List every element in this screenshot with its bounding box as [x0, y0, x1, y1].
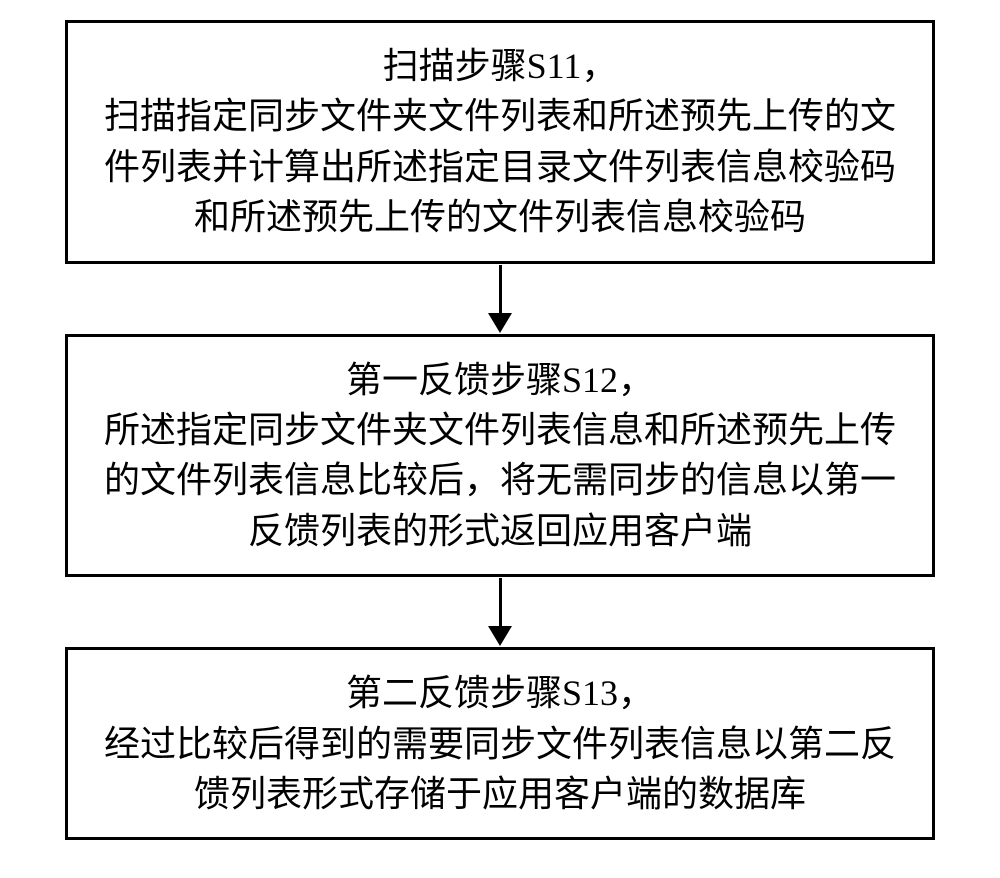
step-content: 经过比较后得到的需要同步文件列表信息以第二反馈列表形式存储于应用客户端的数据库: [98, 719, 902, 820]
flowchart-step-2: 第一反馈步骤S12， 所述指定同步文件夹文件列表信息和所述预先上传的文件列表信息…: [65, 334, 935, 578]
arrow-1: [488, 264, 512, 334]
arrow-head-icon: [488, 626, 512, 646]
arrow-head-icon: [488, 313, 512, 333]
step-content: 扫描指定同步文件夹文件列表和所述预先上传的文件列表并计算出所述指定目录文件列表信…: [98, 91, 902, 242]
step-title: 扫描步骤S11，: [98, 41, 902, 91]
flowchart-step-1: 扫描步骤S11， 扫描指定同步文件夹文件列表和所述预先上传的文件列表并计算出所述…: [65, 20, 935, 264]
step-title: 第一反馈步骤S12，: [98, 355, 902, 405]
step-title: 第二反馈步骤S13，: [98, 668, 902, 718]
arrow-2: [488, 577, 512, 647]
arrow-line-icon: [499, 265, 502, 313]
flowchart-step-3: 第二反馈步骤S13， 经过比较后得到的需要同步文件列表信息以第二反馈列表形式存储…: [65, 647, 935, 840]
step-content: 所述指定同步文件夹文件列表信息和所述预先上传的文件列表信息比较后，将无需同步的信…: [98, 405, 902, 556]
arrow-line-icon: [499, 578, 502, 626]
